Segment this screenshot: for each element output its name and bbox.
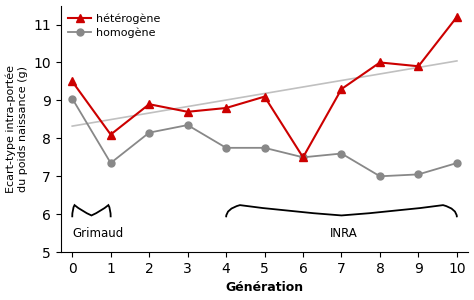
X-axis label: Génération: Génération	[226, 281, 304, 294]
homogène	[416, 172, 421, 176]
hétérogène	[377, 61, 383, 64]
homogène	[300, 155, 306, 159]
homogène	[223, 146, 229, 150]
hétérogène	[454, 15, 460, 19]
homogène	[69, 97, 75, 100]
hétérogène	[108, 133, 114, 136]
hétérogène	[146, 102, 152, 106]
hétérogène	[300, 155, 306, 159]
homogène	[338, 152, 344, 155]
hétérogène	[69, 80, 75, 83]
Line: homogène: homogène	[69, 95, 460, 180]
hétérogène	[338, 87, 344, 91]
Text: INRA: INRA	[330, 227, 358, 240]
homogène	[108, 161, 114, 165]
homogène	[146, 131, 152, 134]
Y-axis label: Ecart-type intra-portée
du poids naissance (g): Ecart-type intra-portée du poids naissan…	[6, 65, 27, 193]
hétérogène	[185, 110, 191, 114]
hétérogène	[416, 64, 421, 68]
homogène	[262, 146, 267, 150]
Text: Grimaud: Grimaud	[72, 227, 123, 240]
homogène	[185, 123, 191, 127]
homogène	[377, 175, 383, 178]
homogène	[454, 161, 460, 165]
Line: hétérogène: hétérogène	[68, 13, 461, 161]
Legend: hétérogène, homogène: hétérogène, homogène	[66, 11, 163, 40]
hétérogène	[262, 95, 267, 98]
hétérogène	[223, 106, 229, 110]
